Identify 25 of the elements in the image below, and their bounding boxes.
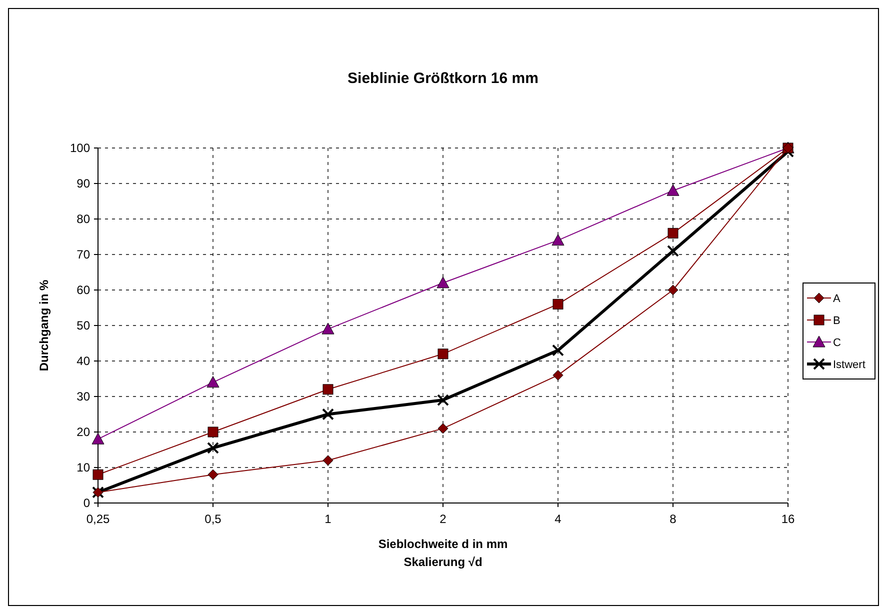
x-tick-label: 0,25 <box>86 512 110 526</box>
y-tick-label: 20 <box>76 425 90 440</box>
y-tick-label: 90 <box>76 176 90 191</box>
legend-label: Istwert <box>833 358 866 371</box>
y-axis-title: Durchgang in % <box>37 280 51 372</box>
y-tick-label: 100 <box>70 141 90 156</box>
x-tick-label: 0,5 <box>204 512 222 526</box>
x-tick-label: 4 <box>554 512 562 526</box>
y-tick-label: 40 <box>76 354 90 368</box>
x-axis-title: Sieblochweite d in mm Skalierung √d <box>378 537 508 569</box>
y-tick-label: 60 <box>76 283 90 298</box>
y-tick-label: 0 <box>83 496 90 510</box>
x-tick-label: 2 <box>440 512 447 526</box>
chart-title: Sieblinie Größtkorn 16 mm <box>348 70 538 87</box>
y-tick-label: 10 <box>76 460 90 475</box>
x-tick-label: 16 <box>781 512 795 526</box>
y-tick-label: 50 <box>76 318 90 333</box>
legend-label: B <box>833 314 840 327</box>
x-tick-label: 1 <box>324 512 332 526</box>
x-tick-label: 8 <box>670 512 677 526</box>
y-tick-label: 70 <box>76 248 90 262</box>
legend-label: A <box>833 292 841 305</box>
y-tick-label: 30 <box>76 390 90 404</box>
y-tick-label: 80 <box>76 212 90 226</box>
legend-label: C <box>833 336 841 349</box>
